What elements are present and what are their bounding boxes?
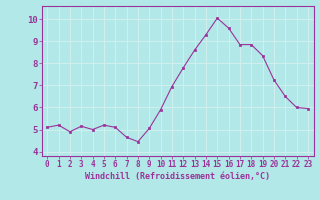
X-axis label: Windchill (Refroidissement éolien,°C): Windchill (Refroidissement éolien,°C)	[85, 172, 270, 181]
